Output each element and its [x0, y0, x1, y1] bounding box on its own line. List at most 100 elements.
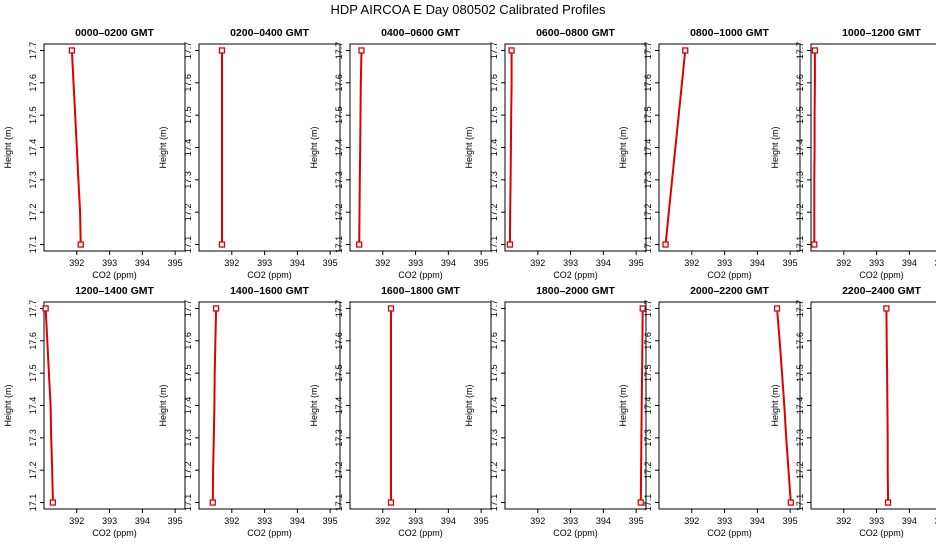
x-tick-label: 393: [102, 516, 117, 526]
x-tick-label: 394: [750, 258, 765, 268]
profile-line: [639, 308, 644, 503]
x-tick-label: 392: [530, 516, 545, 526]
x-tick-label: 393: [563, 258, 578, 268]
profile-line: [508, 50, 513, 245]
profile-point: [356, 241, 363, 248]
profile-panel: 0800–1000 GMT 392 393 394 395 17.1 17.2 17.3 17.…: [618, 27, 801, 280]
x-axis-label: CO2 (ppm): [247, 528, 292, 538]
panel-title: 0000–0200 GMT: [75, 27, 154, 39]
profile-line: [358, 50, 363, 245]
x-axis-label: CO2 (ppm): [398, 270, 443, 280]
x-axis-label: CO2 (ppm): [707, 270, 752, 280]
y-tick-label: 17.7: [795, 42, 805, 60]
profile-panel: 2000–2200 GMT 392 393 394 395 17.1 17.2 17.3 17.…: [618, 285, 801, 538]
profile-point: [508, 47, 515, 54]
x-tick-label: 395: [474, 258, 489, 268]
profile-point: [637, 499, 644, 506]
y-tick-label: 17.3: [28, 429, 38, 447]
x-tick-label: 395: [323, 516, 338, 526]
y-axis-label: Height (m): [3, 384, 13, 426]
y-tick-label: 17.3: [643, 171, 653, 189]
profile-point: [506, 241, 514, 248]
panel-title: 1600–1800 GMT: [381, 285, 460, 297]
y-axis-label: Height (m): [158, 384, 168, 426]
y-tick-label: 17.5: [334, 364, 344, 382]
profile-panel: 2200–2400 GMT 392 393 394 395 17.1 17.2 17.3 17.…: [770, 285, 936, 538]
y-tick-label: 17.2: [489, 461, 499, 479]
profile-panel: 0400–0600 GMT 392 393 394 395 17.1 17.2 17.3 17.…: [309, 27, 492, 280]
profile-point: [773, 305, 781, 312]
profile-point: [883, 305, 890, 312]
y-tick-label: 17.1: [183, 236, 193, 254]
y-tick-label: 17.5: [28, 106, 38, 124]
panel-title: 1800–2000 GMT: [536, 285, 615, 297]
figure-title: HDP AIRCOA E Day 080502 Calibrated Profi…: [330, 2, 606, 17]
y-tick-label: 17.6: [183, 74, 193, 92]
y-tick-label: 17.7: [489, 42, 499, 60]
profile-line: [885, 308, 890, 503]
y-tick-label: 17.1: [489, 236, 499, 254]
x-tick-label: 392: [836, 258, 851, 268]
x-tick-label: 395: [168, 258, 183, 268]
x-axis-label: CO2 (ppm): [92, 270, 137, 280]
x-tick-label: 393: [717, 516, 732, 526]
x-tick-label: 394: [902, 516, 917, 526]
profile-panel: 1000–1200 GMT 392 393 394 395 17.1 17.2 17.3 17.…: [770, 27, 936, 280]
y-tick-label: 17.6: [643, 74, 653, 92]
plot-frame: [810, 43, 936, 252]
x-axis-label: CO2 (ppm): [707, 528, 752, 538]
y-axis-label: Height (m): [158, 126, 168, 168]
y-tick-label: 17.7: [643, 300, 653, 318]
y-tick-label: 17.7: [183, 42, 193, 60]
y-tick-label: 17.6: [489, 332, 499, 350]
profile-point: [209, 499, 216, 506]
x-axis-label: CO2 (ppm): [92, 528, 137, 538]
profile-point: [358, 47, 365, 54]
profile-point: [884, 499, 892, 506]
y-tick-label: 17.3: [643, 429, 653, 447]
x-tick-label: 392: [684, 516, 699, 526]
y-tick-label: 17.5: [643, 364, 653, 382]
y-tick-label: 17.6: [795, 332, 805, 350]
x-tick-label: 392: [69, 516, 84, 526]
profile-point: [68, 47, 76, 54]
y-axis-label: Height (m): [309, 384, 319, 426]
x-tick-label: 393: [869, 516, 884, 526]
x-tick-label: 393: [408, 516, 423, 526]
profile-point: [218, 241, 226, 248]
y-axis-label: Height (m): [464, 126, 474, 168]
y-tick-label: 17.5: [795, 106, 805, 124]
x-tick-label: 392: [375, 258, 390, 268]
y-tick-label: 17.4: [643, 397, 653, 415]
y-tick-label: 17.6: [28, 332, 38, 350]
y-tick-label: 17.7: [489, 300, 499, 318]
panel-title: 0200–0400 GMT: [230, 27, 309, 39]
x-tick-label: 394: [902, 258, 917, 268]
y-tick-label: 17.4: [489, 397, 499, 415]
profile-point: [811, 47, 819, 54]
profile-point: [639, 305, 646, 312]
profile-point: [811, 241, 818, 248]
y-tick-label: 17.5: [795, 364, 805, 382]
y-tick-label: 17.4: [183, 397, 193, 415]
profile-point: [387, 499, 395, 506]
y-tick-label: 17.1: [334, 236, 344, 254]
x-tick-label: 395: [783, 516, 798, 526]
x-axis-label: CO2 (ppm): [398, 528, 443, 538]
x-tick-label: 393: [869, 258, 884, 268]
y-tick-label: 17.4: [489, 139, 499, 157]
profile-line: [776, 308, 792, 503]
y-tick-label: 17.3: [334, 429, 344, 447]
y-tick-label: 17.7: [334, 300, 344, 318]
y-tick-label: 17.5: [334, 106, 344, 124]
profile-line: [664, 50, 687, 245]
y-tick-label: 17.3: [489, 171, 499, 189]
y-tick-label: 17.1: [28, 236, 38, 254]
y-tick-label: 17.6: [334, 332, 344, 350]
y-tick-label: 17.1: [643, 494, 653, 512]
y-axis-label: Height (m): [618, 384, 628, 426]
x-tick-label: 395: [629, 516, 644, 526]
